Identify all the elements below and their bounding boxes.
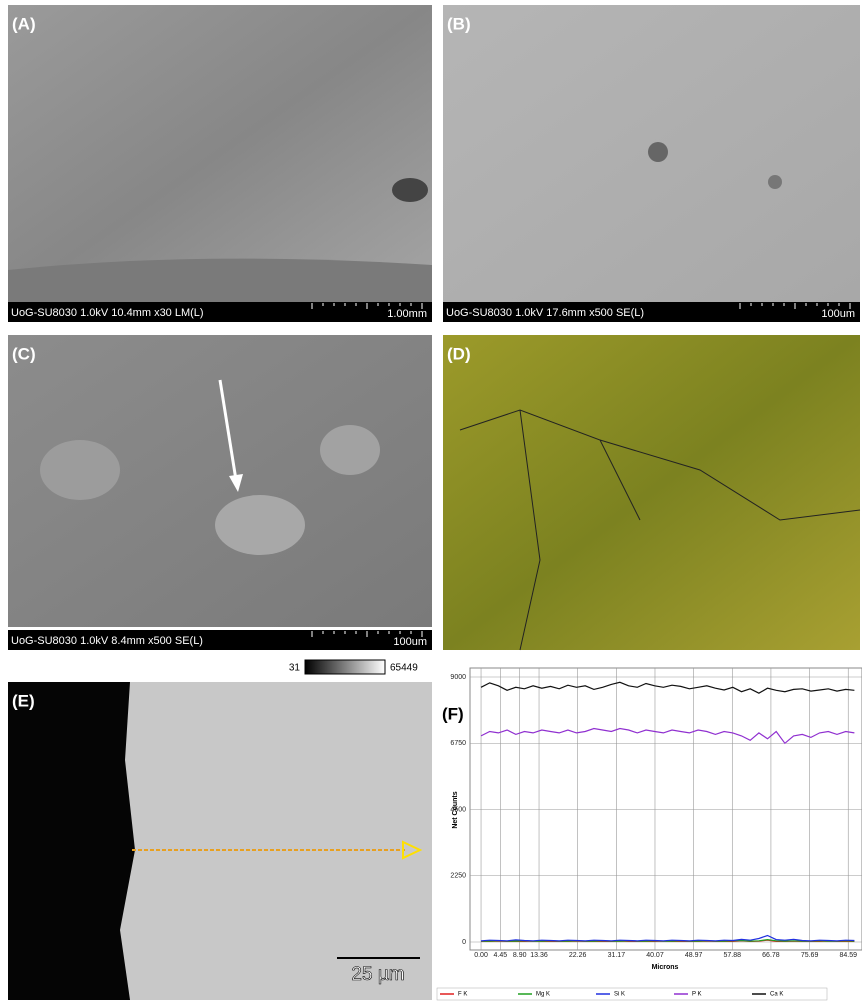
y-tick-label: 9000 — [450, 674, 466, 681]
image-feature — [648, 142, 668, 162]
panel-label: (A) — [12, 14, 36, 33]
x-tick-label: 4.45 — [494, 952, 508, 959]
image-shade — [8, 258, 432, 302]
colorbar — [304, 659, 386, 675]
panel-label: (E) — [12, 691, 35, 710]
caption: UoG-SU8030 1.0kV 10.4mm x30 LM(L) — [11, 307, 204, 319]
arrow-head — [229, 474, 243, 492]
legend-label: Mg K — [536, 992, 550, 998]
scale-label: 100um — [393, 636, 427, 648]
image-feature — [215, 495, 305, 555]
legend-label: P K — [692, 992, 702, 998]
x-tick-label: 57.88 — [724, 952, 742, 959]
colorbar-min: 31 — [289, 663, 301, 674]
x-tick-label: 66.78 — [762, 952, 780, 959]
panel-label: (B) — [447, 14, 471, 33]
caption: UoG-SU8030 1.0kV 8.4mm x500 SE(L) — [11, 635, 203, 647]
x-tick-label: 48.97 — [685, 952, 703, 959]
x-tick-label: 22.26 — [569, 952, 587, 959]
caption-bar — [8, 302, 432, 322]
scale-label: 1.00mm — [387, 308, 427, 320]
caption-bar — [443, 302, 860, 322]
caption: UoG-SU8030 1.0kV 17.6mm x500 SE(L) — [446, 307, 644, 319]
x-tick-label: 75.69 — [801, 952, 819, 959]
cracks — [459, 409, 861, 651]
x-axis-label: Microns — [652, 964, 679, 971]
plot-frame — [469, 667, 862, 951]
sem-image-a — [8, 5, 432, 302]
eds-map-d — [443, 335, 860, 650]
panel-label: (D) — [447, 344, 471, 363]
x-tick-label: 13.36 — [530, 952, 548, 959]
y-tick-label: 2250 — [450, 873, 466, 880]
scale-label: 100um — [821, 308, 855, 320]
x-tick-label: 84.59 — [839, 952, 857, 959]
legend-label: Si K — [614, 992, 625, 998]
y-tick-label: 0 — [462, 939, 466, 946]
panel-label: (C) — [12, 344, 36, 363]
resin-region — [8, 682, 135, 1000]
scale-label: 25 µm — [351, 964, 404, 985]
image-feature — [40, 440, 120, 500]
series-line — [480, 934, 855, 942]
series-line — [480, 727, 855, 745]
legend-box — [436, 987, 828, 1001]
y-axis-label: Net Counts — [452, 791, 459, 828]
image-feature — [320, 425, 380, 475]
caption-bar — [8, 630, 432, 650]
scan-arrow — [402, 840, 423, 860]
colorbar-max: 65449 — [390, 663, 418, 674]
arrow — [218, 379, 238, 481]
y-tick-label: 6750 — [450, 740, 466, 747]
x-tick-label: 0.00 — [474, 952, 488, 959]
x-tick-label: 8.90 — [513, 952, 527, 959]
legend-label: Ca K — [770, 992, 783, 998]
y-tick-label: 4500 — [450, 806, 466, 813]
image-feature — [392, 178, 428, 202]
series-line — [480, 681, 855, 694]
panel-label: (F) — [442, 704, 464, 723]
image-feature — [768, 175, 782, 189]
x-tick-label: 40.07 — [646, 952, 664, 959]
x-tick-label: 31.17 — [608, 952, 626, 959]
legend-label: F K — [458, 992, 467, 998]
